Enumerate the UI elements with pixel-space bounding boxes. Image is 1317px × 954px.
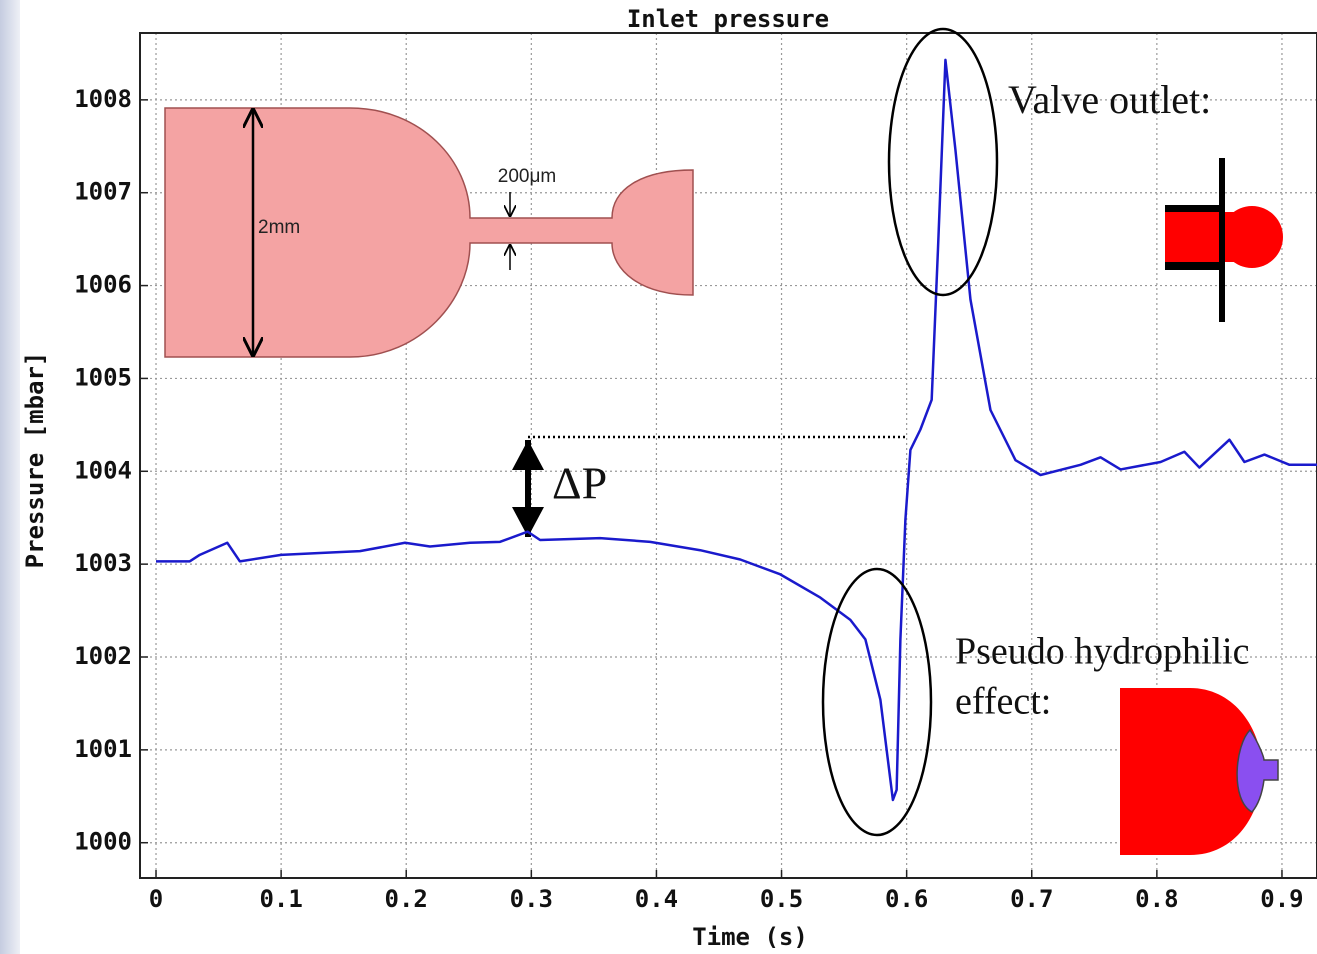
x-tick-label: 0.4 (635, 885, 678, 913)
x-tick-label: 0.3 (510, 885, 553, 913)
x-tick-label: 0 (149, 885, 163, 913)
x-axis-label: Time (s) (692, 923, 808, 951)
meniscus (1236, 728, 1279, 813)
valve-drop (1221, 206, 1283, 268)
annotation: ΔP (552, 458, 607, 509)
annotation: effect: (955, 681, 1051, 723)
data-line (156, 58, 1317, 802)
x-tick-label: 0.5 (760, 885, 803, 913)
x-tick-label: 0.7 (1010, 885, 1053, 913)
x-tick-label: 0.9 (1260, 885, 1303, 913)
delta-arrowheads (512, 440, 544, 537)
y-tick-label: 1005 (74, 363, 132, 391)
y-tick-label: 1001 (74, 735, 132, 763)
highlight-ellipse (887, 27, 999, 297)
annotation: Valve outlet: (1008, 77, 1211, 122)
series-group (156, 58, 1317, 802)
highlight-ellipse (821, 567, 933, 837)
annotation: Pseudo hydrophilic (955, 631, 1249, 673)
chart-title: Inlet pressure (627, 5, 829, 33)
side-strip (0, 0, 20, 954)
y-axis-label: Pressure [mbar] (21, 352, 49, 569)
y-tick-label: 1006 (74, 271, 132, 299)
x-tick-label: 0.6 (885, 885, 928, 913)
y-tick-label: 1003 (74, 549, 132, 577)
ticks: 1000 1001 1002 1003 1004 1005 1006 1007 1008 0 0.1… (74, 85, 1303, 913)
y-tick-label: 1002 (74, 642, 132, 670)
plot-frame (139, 32, 1317, 879)
channel-shape (164, 107, 694, 358)
x-tick-label: 0.2 (385, 885, 428, 913)
y-tick-label: 1008 (74, 85, 132, 113)
y-tick-label: 1007 (74, 178, 132, 206)
chamber-shape (1120, 688, 1262, 855)
x-tick-label: 0.1 (259, 885, 302, 913)
x-tick-label: 0.8 (1135, 885, 1178, 913)
width-label: 2mm (258, 217, 300, 238)
neck-label: 200μm (498, 166, 556, 187)
y-tick-label: 1000 (74, 828, 132, 856)
y-tick-label: 1004 (74, 456, 132, 484)
